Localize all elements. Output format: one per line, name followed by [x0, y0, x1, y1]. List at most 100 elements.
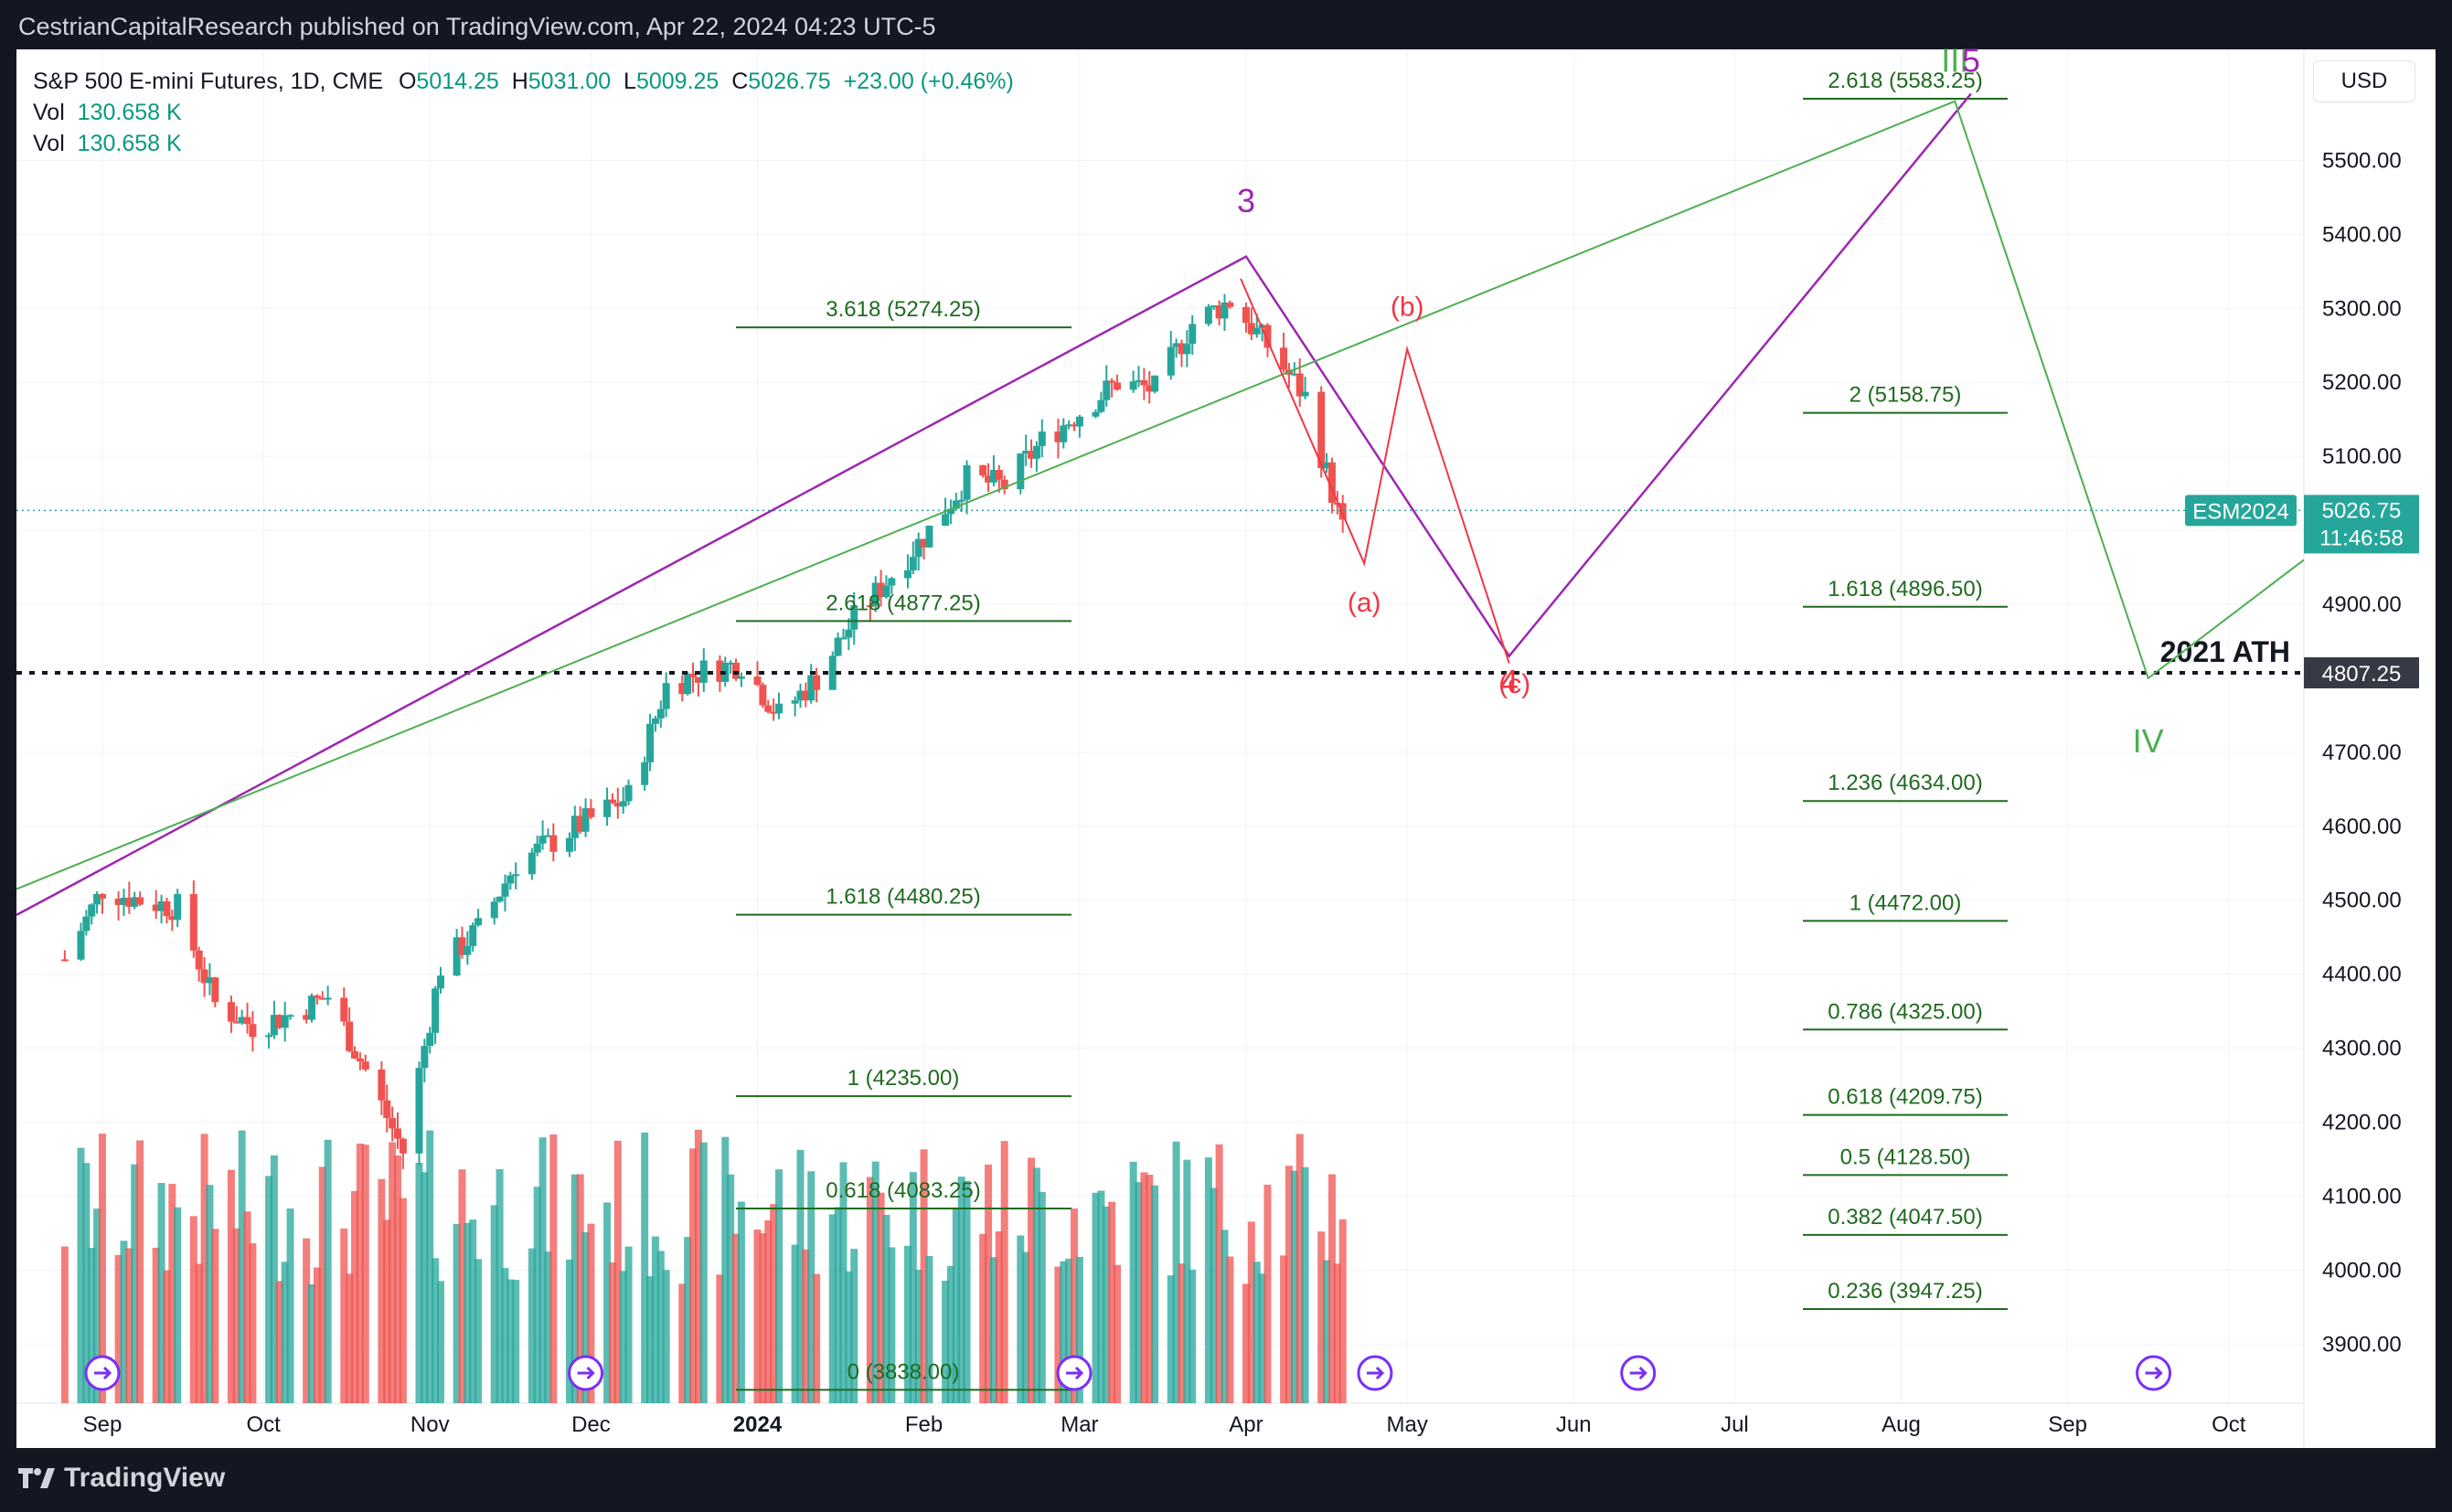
candle-body[interactable] — [490, 901, 498, 919]
candle-body[interactable] — [909, 557, 917, 570]
candle-body[interactable] — [914, 538, 922, 558]
candle-body[interactable] — [157, 900, 165, 911]
candle-body[interactable] — [828, 655, 837, 690]
candle-body[interactable] — [845, 629, 853, 638]
candle-body[interactable] — [764, 705, 773, 712]
candle-body[interactable] — [200, 969, 208, 984]
candle-body[interactable] — [82, 916, 91, 932]
candle-body[interactable] — [1167, 346, 1175, 376]
candle-body[interactable] — [1071, 424, 1079, 427]
candle-body[interactable] — [538, 836, 547, 844]
candle-body[interactable] — [581, 808, 590, 832]
candle-body[interactable] — [474, 918, 483, 926]
candle-body[interactable] — [689, 673, 698, 677]
candle-body[interactable] — [1215, 305, 1223, 319]
candle-body[interactable] — [275, 1015, 283, 1028]
candle-body[interactable] — [699, 660, 708, 683]
candle-body[interactable] — [1189, 324, 1197, 345]
candle-body[interactable] — [1178, 343, 1186, 355]
candle-body[interactable] — [265, 1035, 273, 1038]
candle-body[interactable] — [684, 673, 692, 695]
candle-body[interactable] — [802, 690, 810, 701]
candle-body[interactable] — [775, 703, 783, 714]
candle-body[interactable] — [1317, 391, 1326, 469]
candle-body[interactable] — [195, 950, 203, 970]
candle-body[interactable] — [206, 977, 214, 984]
candle-body[interactable] — [656, 708, 665, 719]
symbol-title[interactable]: S&P 500 E-mini Futures, 1D, CME — [33, 69, 384, 94]
candle-body[interactable] — [399, 1138, 407, 1154]
candle-body[interactable] — [1290, 373, 1298, 376]
candle-body[interactable] — [432, 988, 440, 1033]
candle-body[interactable] — [1140, 379, 1148, 386]
candle-body[interactable] — [496, 896, 504, 902]
candle-body[interactable] — [544, 835, 552, 837]
candle-body[interactable] — [211, 977, 219, 1003]
candle-body[interactable] — [313, 996, 321, 998]
candle-body[interactable] — [641, 761, 649, 785]
candle-body[interactable] — [796, 690, 805, 701]
candle-body[interactable] — [576, 815, 584, 832]
candle-body[interactable] — [587, 808, 595, 817]
candle-body[interactable] — [351, 1050, 359, 1059]
candle-body[interactable] — [1301, 391, 1309, 397]
candle-body[interactable] — [1295, 373, 1304, 397]
candle-body[interactable] — [1327, 462, 1336, 504]
candle-body[interactable] — [807, 675, 816, 701]
candle-body[interactable] — [136, 897, 144, 905]
candle-body[interactable] — [1017, 453, 1025, 490]
candle-body[interactable] — [549, 835, 558, 852]
candle-body[interactable] — [93, 893, 101, 905]
candle-body[interactable] — [866, 605, 874, 608]
candle-body[interactable] — [957, 499, 965, 502]
candle-body[interactable] — [753, 676, 762, 686]
candle-body[interactable] — [1065, 424, 1073, 427]
candle-body[interactable] — [624, 784, 633, 802]
candle-body[interactable] — [114, 899, 123, 906]
candle-body[interactable] — [1114, 382, 1122, 390]
candle-body[interactable] — [920, 538, 928, 548]
candle-body[interactable] — [877, 582, 885, 598]
candle-body[interactable] — [603, 799, 612, 817]
candle-body[interactable] — [501, 883, 509, 897]
candle-body[interactable] — [458, 937, 466, 955]
candle-body[interactable] — [98, 893, 106, 900]
currency-button[interactable]: USD — [2313, 60, 2415, 102]
candle-body[interactable] — [813, 675, 821, 690]
wave-path-red[interactable] — [1240, 278, 1510, 665]
candle-body[interactable] — [1022, 451, 1030, 454]
candle-body[interactable] — [512, 874, 520, 877]
candle-body[interactable] — [888, 578, 896, 586]
candle-body[interactable] — [759, 685, 767, 706]
candle-body[interactable] — [1253, 327, 1261, 335]
candle-body[interactable] — [238, 1017, 246, 1024]
candle-body[interactable] — [286, 1015, 294, 1017]
candle-body[interactable] — [952, 500, 960, 509]
candle-body[interactable] — [942, 514, 950, 527]
candle-body[interactable] — [378, 1069, 386, 1101]
candle-body[interactable] — [168, 916, 176, 921]
candle-body[interactable] — [1060, 425, 1068, 442]
candle-body[interactable] — [1103, 380, 1111, 400]
candle-body[interactable] — [737, 676, 745, 679]
candle-body[interactable] — [1054, 431, 1062, 442]
candle-body[interactable] — [120, 898, 128, 906]
candle-body[interactable] — [1000, 479, 1008, 490]
candle-body[interactable] — [232, 1021, 240, 1024]
tradingview-logo[interactable]: TradingView — [18, 1463, 225, 1494]
candle-body[interactable] — [839, 637, 848, 640]
candle-body[interactable] — [436, 975, 444, 989]
vol-label-1[interactable]: Vol — [33, 100, 65, 125]
candle-body[interactable] — [1247, 323, 1255, 335]
candle-body[interactable] — [1172, 343, 1180, 347]
candle-body[interactable] — [1280, 347, 1288, 370]
candle-body[interactable] — [1151, 375, 1159, 392]
candle-body[interactable] — [1075, 416, 1083, 427]
candle-body[interactable] — [163, 900, 171, 917]
candle-body[interactable] — [324, 997, 332, 1000]
candle-body[interactable] — [1108, 380, 1116, 383]
candle-body[interactable] — [125, 898, 133, 907]
candle-body[interactable] — [318, 997, 326, 1000]
candle-body[interactable] — [533, 843, 541, 853]
